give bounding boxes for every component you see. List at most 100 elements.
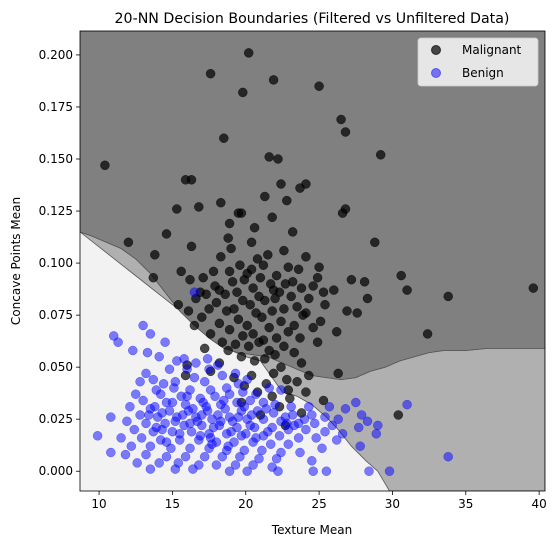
benign-point — [154, 351, 164, 362]
y-tick-label: 0.125 — [39, 204, 73, 218]
malignant-point — [224, 324, 235, 335]
malignant-point — [211, 297, 222, 308]
benign-point — [145, 464, 156, 474]
benign-point — [141, 449, 151, 460]
x-tick-label: 15 — [165, 497, 180, 511]
benign-point — [268, 408, 279, 418]
benign-point — [138, 395, 148, 406]
malignant-point — [233, 314, 244, 325]
benign-point — [286, 401, 296, 412]
malignant-point — [298, 310, 308, 320]
benign-point — [142, 347, 153, 358]
malignant-point — [270, 293, 280, 304]
benign-point — [150, 401, 160, 412]
benign-point — [324, 401, 335, 412]
malignant-point — [270, 349, 280, 360]
malignant-point — [197, 312, 207, 322]
benign-point — [307, 410, 317, 420]
benign-point — [145, 329, 156, 339]
benign-point — [224, 466, 235, 476]
benign-point — [191, 358, 201, 368]
benign-point — [273, 466, 283, 476]
malignant-point — [282, 195, 292, 206]
malignant-point — [214, 318, 225, 329]
benign-point — [327, 420, 338, 431]
benign-point — [106, 412, 116, 422]
malignant-point — [173, 299, 184, 310]
benign-point — [233, 412, 244, 422]
legend-marker-benign — [431, 68, 441, 78]
benign-point — [135, 376, 145, 387]
malignant-point — [264, 152, 274, 162]
benign-point — [226, 426, 236, 437]
x-tick-label: 25 — [311, 497, 326, 511]
x-tick-label: 10 — [91, 497, 106, 511]
malignant-point — [252, 254, 263, 264]
malignant-point — [221, 306, 232, 316]
benign-point — [164, 364, 175, 374]
malignant-point — [248, 283, 258, 293]
legend-marker-malignant — [431, 45, 441, 55]
malignant-point — [260, 354, 270, 364]
malignant-point — [283, 327, 294, 337]
benign-point — [340, 404, 351, 414]
malignant-point — [238, 295, 248, 306]
benign-point — [282, 418, 292, 429]
malignant-point — [375, 150, 386, 160]
malignant-point — [227, 277, 238, 287]
benign-point — [174, 429, 185, 439]
malignant-point — [249, 356, 260, 366]
benign-point — [189, 287, 200, 297]
benign-point — [216, 416, 226, 427]
y-tick-label: 0.050 — [39, 360, 73, 374]
x-tick-label: 30 — [385, 497, 400, 511]
benign-point — [220, 404, 230, 414]
plot-area — [80, 31, 545, 491]
benign-point — [185, 443, 195, 454]
malignant-point — [304, 370, 314, 381]
benign-point — [233, 379, 244, 389]
malignant-point — [337, 208, 348, 218]
malignant-point — [224, 266, 235, 277]
malignant-point — [201, 289, 211, 300]
benign-point — [138, 320, 148, 331]
malignant-point — [287, 227, 298, 237]
benign-point — [351, 397, 361, 408]
benign-point — [337, 429, 348, 439]
benign-point — [230, 368, 241, 379]
malignant-point — [176, 266, 186, 277]
y-tick-label: 0.075 — [39, 308, 73, 322]
malignant-point — [396, 270, 406, 281]
malignant-point — [172, 204, 182, 214]
plot-frame — [79, 30, 546, 492]
benign-point — [309, 418, 320, 429]
malignant-point — [239, 274, 250, 285]
malignant-point — [443, 291, 453, 302]
malignant-point — [340, 127, 351, 137]
y-axis: 0.000 0.025 0.050 0.075 0.100 0.125 0.150 0.175… — [39, 48, 80, 478]
malignant-point — [248, 329, 258, 339]
malignant-point — [271, 333, 282, 343]
y-tick-label: 0.150 — [39, 152, 73, 166]
malignant-point — [279, 341, 289, 352]
benign-point — [254, 453, 264, 464]
malignant-point — [308, 322, 318, 333]
benign-point — [180, 451, 191, 462]
malignant-point — [318, 395, 329, 406]
benign-point — [211, 460, 222, 470]
malignant-point — [260, 191, 270, 202]
benign-point — [248, 460, 258, 470]
malignant-point — [216, 197, 226, 208]
malignant-point — [243, 48, 254, 58]
malignant-point — [242, 320, 252, 331]
malignant-point — [289, 347, 299, 358]
malignant-point — [282, 374, 292, 385]
benign-point — [230, 460, 241, 470]
malignant-point — [238, 87, 248, 98]
x-tick-label: 20 — [238, 497, 253, 511]
benign-point — [144, 410, 154, 420]
malignant-point — [318, 287, 329, 297]
benign-point — [208, 422, 219, 433]
malignant-point — [331, 327, 342, 337]
malignant-point — [295, 333, 305, 343]
